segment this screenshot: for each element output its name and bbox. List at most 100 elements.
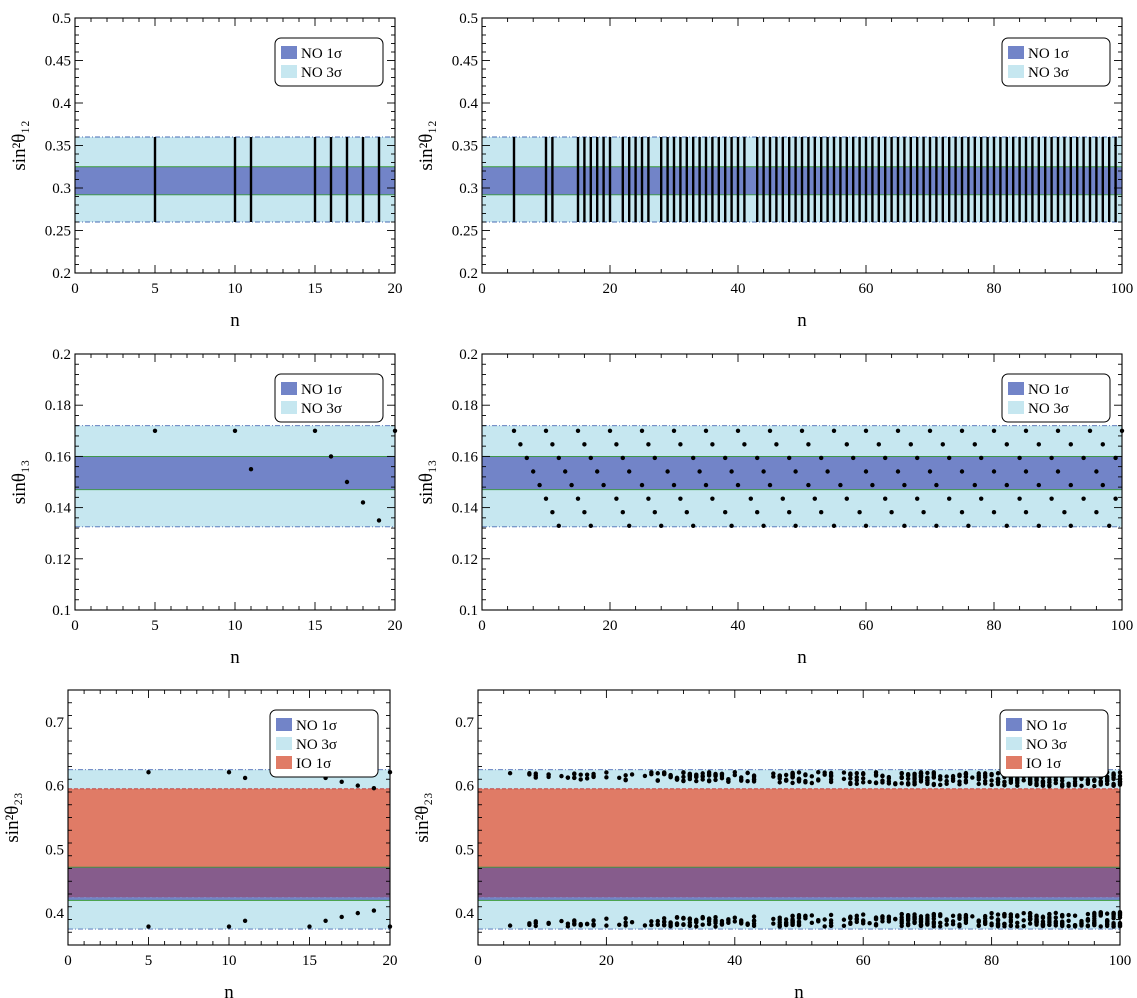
data-point xyxy=(857,510,862,515)
data-point xyxy=(681,778,686,784)
data-point xyxy=(976,919,981,925)
data-point xyxy=(646,442,651,447)
data-point xyxy=(1098,910,1103,916)
legend-swatch-io1 xyxy=(276,756,292,769)
data-point xyxy=(507,923,513,928)
data-point xyxy=(668,924,673,929)
data-point xyxy=(816,777,821,782)
data-point xyxy=(777,773,782,779)
x-tick-label: 100 xyxy=(1109,953,1132,969)
x-tick-label: 0 xyxy=(478,618,486,634)
data-point xyxy=(944,774,949,779)
y-tick-label: 0.5 xyxy=(45,842,64,858)
data-point xyxy=(639,482,645,488)
panel-s12_100: 0 20 40 60 80 100 0.2 0.25 0.3 0.35 0.4 0.45 0.5 n sin… xyxy=(416,11,1133,331)
data-point xyxy=(1008,915,1014,920)
data-point xyxy=(735,482,741,488)
data-point xyxy=(822,772,827,777)
data-point xyxy=(1085,778,1091,783)
data-point xyxy=(694,917,699,923)
data-point xyxy=(232,428,238,433)
legend-label-no1: NO 1σ xyxy=(301,382,342,398)
data-point xyxy=(661,923,667,928)
x-axis-label: n xyxy=(794,982,804,998)
no-1sigma-band xyxy=(482,456,1122,490)
data-point xyxy=(700,916,705,921)
data-point xyxy=(905,921,911,926)
x-tick-label: 20 xyxy=(383,953,398,969)
y-tick-label: 0.45 xyxy=(45,54,71,70)
y-tick-label: 0.2 xyxy=(459,347,478,363)
data-point xyxy=(816,770,821,775)
x-tick-label: 15 xyxy=(308,281,323,297)
data-point xyxy=(1015,924,1020,929)
data-point xyxy=(908,442,913,447)
data-point xyxy=(681,915,686,921)
data-point xyxy=(339,779,344,784)
data-point xyxy=(880,919,885,924)
data-point xyxy=(620,510,625,515)
data-point xyxy=(771,771,776,776)
data-point xyxy=(617,922,622,927)
data-point xyxy=(649,919,654,924)
data-point xyxy=(1111,782,1116,787)
x-tick-label: 10 xyxy=(228,618,243,634)
data-point xyxy=(732,915,737,920)
data-point xyxy=(809,774,815,779)
y-tick-label: 0.14 xyxy=(45,501,72,517)
data-point xyxy=(1068,523,1074,528)
data-point xyxy=(1087,428,1093,433)
legend-label-no3: NO 3σ xyxy=(1028,401,1069,417)
data-point xyxy=(1068,482,1074,488)
data-point xyxy=(1085,911,1091,917)
data-point xyxy=(895,428,901,433)
data-point xyxy=(751,921,757,926)
data-point xyxy=(905,776,911,782)
legend-box xyxy=(274,373,384,423)
data-point xyxy=(777,780,782,785)
data-point xyxy=(790,920,795,926)
data-point xyxy=(713,924,718,929)
data-point xyxy=(803,780,808,785)
data-point xyxy=(674,915,680,920)
data-point xyxy=(1015,914,1020,919)
legend-swatch-no1 xyxy=(1006,718,1022,731)
data-point xyxy=(767,482,773,488)
data-point xyxy=(1034,778,1039,783)
legend-swatch-no1 xyxy=(281,46,297,59)
data-point xyxy=(812,496,817,501)
data-point xyxy=(1027,916,1033,921)
data-point xyxy=(575,428,581,433)
data-point xyxy=(918,914,924,919)
legend: NO 1σ NO 3σ xyxy=(1001,37,1111,87)
data-point xyxy=(774,442,779,447)
data-point xyxy=(703,428,709,433)
data-point xyxy=(588,455,593,461)
x-axis-label: n xyxy=(797,310,807,331)
data-point xyxy=(940,442,945,447)
data-point xyxy=(957,779,962,784)
data-point xyxy=(745,770,750,776)
data-point xyxy=(1107,523,1112,528)
x-tick-label: 10 xyxy=(222,953,237,969)
data-point xyxy=(982,913,988,919)
data-point xyxy=(739,919,744,925)
data-point xyxy=(1092,777,1097,783)
data-point xyxy=(1047,922,1052,928)
data-point xyxy=(591,923,596,928)
data-point xyxy=(947,455,952,461)
x-tick-label: 0 xyxy=(474,953,482,969)
data-point xyxy=(822,924,827,929)
data-point xyxy=(982,781,988,786)
data-point xyxy=(584,922,590,927)
data-point xyxy=(899,915,904,920)
data-point xyxy=(912,920,917,925)
data-point xyxy=(1053,923,1059,928)
data-point xyxy=(863,469,869,474)
data-point xyxy=(841,917,847,922)
y-tick-label: 0.45 xyxy=(452,54,478,70)
data-point xyxy=(934,523,939,528)
data-point xyxy=(1053,919,1059,924)
data-point xyxy=(719,771,725,777)
data-point xyxy=(569,482,574,488)
